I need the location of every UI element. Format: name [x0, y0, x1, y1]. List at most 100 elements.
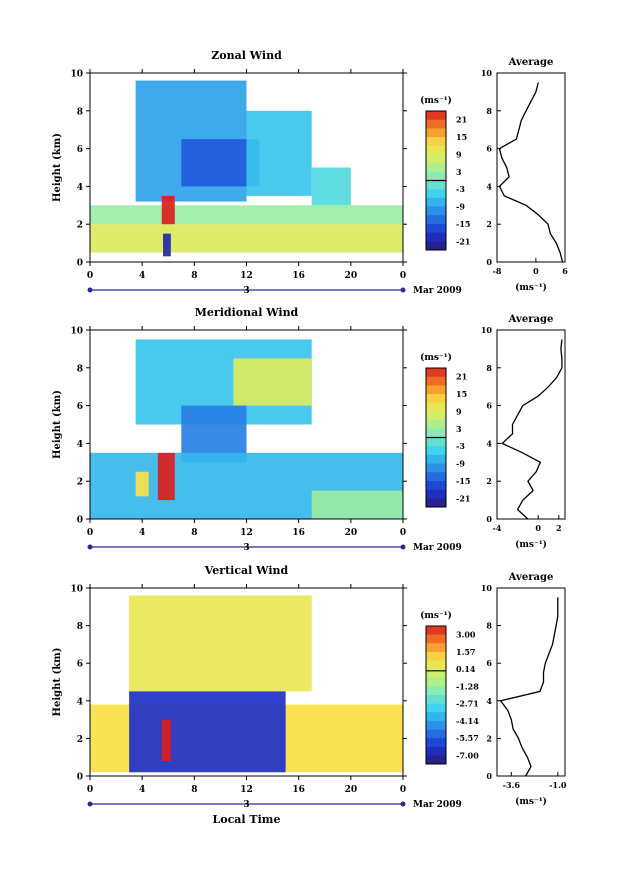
average-x-tick-label: 0 [533, 266, 539, 276]
x-tick-label: 0 [87, 271, 93, 281]
data-region [246, 110, 312, 196]
x-tick-label: 8 [191, 785, 197, 795]
colorbar-tick-label: -15 [456, 476, 470, 486]
average-y-tick-label: 8 [486, 363, 492, 373]
average-y-tick-label: 2 [486, 476, 492, 486]
x-axis-title: Local Time [213, 813, 281, 826]
colorbar-tick-label: 21 [456, 372, 467, 382]
colorbar-segment [426, 394, 446, 404]
average-y-tick-label: 8 [486, 621, 492, 631]
average-y-tick-label: 4 [486, 181, 492, 191]
colorbar-segment [426, 454, 446, 465]
x-tick-label: 16 [292, 785, 305, 795]
colorbar-segment [426, 137, 446, 147]
colorbar-segment [426, 738, 446, 748]
colorbar-frame [425, 625, 447, 765]
date-label: Mar 2009 [413, 286, 462, 296]
day-label: 3 [243, 543, 249, 553]
colorbar-label: (ms⁻¹) [420, 95, 452, 106]
y-tick-label: 0 [77, 516, 83, 526]
colorbar-segment [426, 223, 446, 234]
x-tick-label: 0 [400, 528, 406, 538]
average-x-tick-label: -1.0 [549, 780, 567, 790]
colorbar-segment [426, 446, 446, 456]
y-tick-label: 10 [70, 70, 83, 80]
colorbar-tick-label: -1.28 [456, 681, 479, 691]
average-y-tick-label: 8 [486, 106, 492, 116]
data-region [161, 719, 171, 761]
colorbar-segment [426, 437, 446, 447]
colorbar-segment [426, 206, 446, 216]
colorbar-tick-label: 9 [456, 149, 462, 159]
day-label: 3 [243, 800, 249, 810]
data-region [90, 224, 403, 253]
colorbar-segment [426, 197, 446, 208]
average-x-tick-label: 6 [562, 266, 568, 276]
x-tick-label: 20 [345, 528, 358, 538]
data-region [157, 452, 175, 501]
colorbar-tick-label: -5.57 [456, 733, 479, 743]
colorbar-segment [426, 755, 446, 765]
data-region [129, 595, 312, 692]
colorbar-label: (ms⁻¹) [420, 352, 452, 363]
y-tick-label: 4 [77, 697, 83, 707]
y-tick-label: 0 [77, 773, 83, 783]
average-profile-line [499, 597, 559, 777]
average-title: Average [508, 572, 554, 583]
y-tick-label: 10 [70, 585, 83, 595]
data-region [161, 195, 175, 225]
colorbar-segment [426, 154, 446, 164]
colorbar-segment [426, 634, 446, 644]
average-title: Average [508, 57, 554, 68]
colorbar-tick-label: -4.14 [456, 716, 479, 726]
x-tick-label: 16 [292, 528, 305, 538]
colorbar-segment [426, 368, 446, 378]
data-region [163, 233, 171, 257]
colorbar-segment [426, 480, 446, 491]
colorbar-tick-label: -2.71 [456, 699, 479, 709]
average-frame [496, 587, 566, 777]
x-tick-label: 0 [87, 785, 93, 795]
y-tick-label: 2 [77, 735, 83, 745]
average-y-tick-label: 10 [481, 325, 493, 335]
colorbar-segment [426, 376, 446, 386]
panel-title: Vertical Wind [204, 564, 289, 577]
colorbar-tick-label: 1.57 [456, 647, 475, 657]
colorbar-segment [426, 111, 446, 121]
colorbar-tick-label: -15 [456, 219, 470, 229]
date-label: Mar 2009 [413, 800, 462, 810]
colorbar-tick-label: 3 [456, 167, 462, 177]
average-x-tick-label: -8 [493, 266, 502, 276]
colorbar-segment [426, 643, 446, 653]
panel-title: Meridional Wind [195, 306, 299, 319]
average-y-tick-label: 0 [486, 771, 492, 781]
average-y-tick-label: 4 [486, 438, 492, 448]
y-tick-label: 2 [77, 221, 83, 231]
y-tick-label: 10 [70, 327, 83, 337]
data-region [311, 490, 403, 519]
average-y-tick-label: 10 [481, 583, 493, 593]
colorbar-segment [426, 489, 446, 499]
colorbar-segment [426, 669, 446, 679]
colorbar-tick-label: 15 [456, 132, 467, 142]
x-tick-label: 4 [139, 785, 145, 795]
colorbar-tick-label: -3 [456, 184, 465, 194]
average-y-tick-label: 10 [481, 68, 493, 78]
colorbar-tick-label: -7.00 [456, 750, 479, 760]
average-frame [496, 72, 566, 263]
average-y-tick-label: 6 [486, 144, 492, 154]
panel-title: Zonal Wind [211, 49, 282, 62]
colorbar-tick-label: 3.00 [456, 630, 476, 640]
average-x-tick-label: -3.6 [503, 780, 521, 790]
colorbar-segment [426, 720, 446, 730]
data-region [311, 167, 351, 206]
colorbar-segment [426, 472, 446, 482]
colorbar-segment [426, 428, 446, 438]
x-tick-label: 0 [400, 785, 406, 795]
y-tick-label: 2 [77, 478, 83, 488]
average-x-tick-label: 2 [556, 523, 562, 533]
y-tick-label: 6 [77, 660, 83, 670]
colorbar-tick-label: 15 [456, 389, 467, 399]
